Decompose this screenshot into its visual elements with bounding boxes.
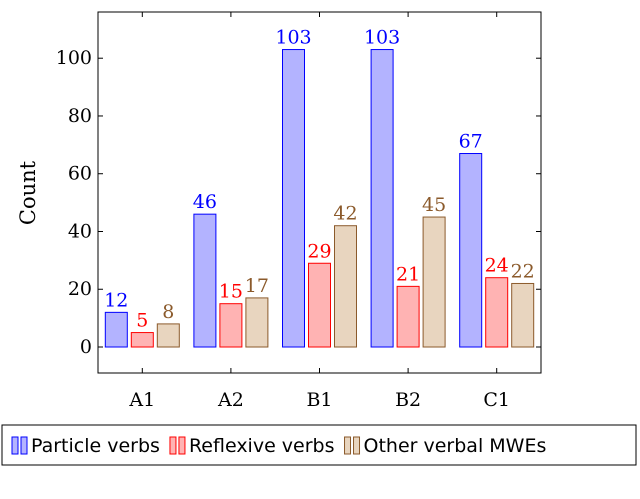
legend-box bbox=[1, 424, 637, 466]
legend-label: Other verbal MWEs bbox=[364, 435, 547, 457]
data-label-particle-verbs-a1: 12 bbox=[104, 289, 128, 311]
data-label-reflexive-verbs-c1: 24 bbox=[485, 255, 509, 277]
axes-group: 0 20 40 60 80 100 A1 A2 B1 B2 C1 bbox=[56, 11, 542, 411]
x-tick-label-c1: C1 bbox=[483, 389, 510, 411]
data-label-reflexive-verbs-b2: 21 bbox=[396, 263, 420, 285]
bar-other-verbal-mwes-b1 bbox=[334, 225, 357, 348]
bar-other-verbal-mwes-c1 bbox=[511, 282, 535, 348]
legend: Particle verbs Reflexive verbs Other verba… bbox=[1, 424, 637, 466]
y-tick-label: 80 bbox=[68, 105, 92, 127]
y-axis-label: Count bbox=[16, 160, 40, 225]
legend-swatch bbox=[11, 436, 19, 455]
y-tick-label: 100 bbox=[56, 47, 92, 69]
x-tick-label-b2: B2 bbox=[395, 389, 421, 411]
data-label-particle-verbs-a2: 46 bbox=[193, 191, 217, 213]
bar-reflexive-verbs-a1 bbox=[130, 332, 154, 348]
data-label-particle-verbs-b2: 103 bbox=[364, 27, 400, 49]
legend-item-particle-verbs: Particle verbs bbox=[11, 435, 160, 457]
bar-particle-verbs-b1 bbox=[282, 49, 305, 348]
data-label-reflexive-verbs-a2: 15 bbox=[219, 281, 243, 303]
bar-particle-verbs-c1 bbox=[459, 153, 483, 348]
bar-other-verbal-mwes-a1 bbox=[156, 323, 180, 348]
legend-swatch bbox=[169, 436, 177, 455]
x-tick-label-a2: A2 bbox=[217, 389, 244, 411]
data-label-other-verbal-mwes-a1: 8 bbox=[162, 301, 174, 323]
legend-swatch bbox=[178, 436, 186, 455]
data-label-other-verbal-mwes-a2: 17 bbox=[245, 275, 269, 297]
x-tick-label-b1: B1 bbox=[306, 389, 332, 411]
data-label-other-verbal-mwes-b2: 45 bbox=[422, 194, 446, 216]
y-tick-label: 60 bbox=[68, 163, 92, 185]
data-label-particle-verbs-b1: 103 bbox=[275, 27, 311, 49]
bar-reflexive-verbs-b1 bbox=[308, 262, 331, 348]
bar-other-verbal-mwes-a2 bbox=[245, 297, 269, 348]
legend-item-reflexive-verbs: Reflexive verbs bbox=[169, 435, 335, 457]
data-label-other-verbal-mwes-b1: 42 bbox=[333, 203, 357, 225]
bar-particle-verbs-a2 bbox=[193, 213, 217, 348]
bar-particle-verbs-a1 bbox=[104, 311, 128, 348]
y-tick-label: 20 bbox=[68, 278, 92, 300]
legend-item-other-verbal-mwes: Other verbal MWEs bbox=[344, 435, 547, 457]
bar-reflexive-verbs-a2 bbox=[219, 303, 243, 348]
bar-other-verbal-mwes-b2 bbox=[422, 216, 446, 348]
legend-swatch bbox=[353, 436, 361, 455]
legend-label: Particle verbs bbox=[31, 435, 160, 457]
y-tick-label: 0 bbox=[80, 336, 92, 358]
legend-swatch bbox=[344, 436, 352, 455]
legend-label: Reflexive verbs bbox=[189, 435, 335, 457]
bars-group bbox=[104, 49, 535, 348]
data-label-reflexive-verbs-a1: 5 bbox=[136, 310, 148, 332]
data-label-particle-verbs-c1: 67 bbox=[459, 131, 483, 153]
legend-swatch bbox=[20, 436, 28, 455]
y-tick-label: 40 bbox=[68, 220, 92, 242]
bar-reflexive-verbs-c1 bbox=[485, 277, 509, 348]
data-label-other-verbal-mwes-c1: 22 bbox=[511, 260, 535, 282]
bar-reflexive-verbs-b2 bbox=[396, 285, 420, 348]
data-label-reflexive-verbs-b1: 29 bbox=[307, 240, 331, 262]
bar-particle-verbs-b2 bbox=[370, 49, 394, 348]
x-tick-label-a1: A1 bbox=[128, 389, 155, 411]
